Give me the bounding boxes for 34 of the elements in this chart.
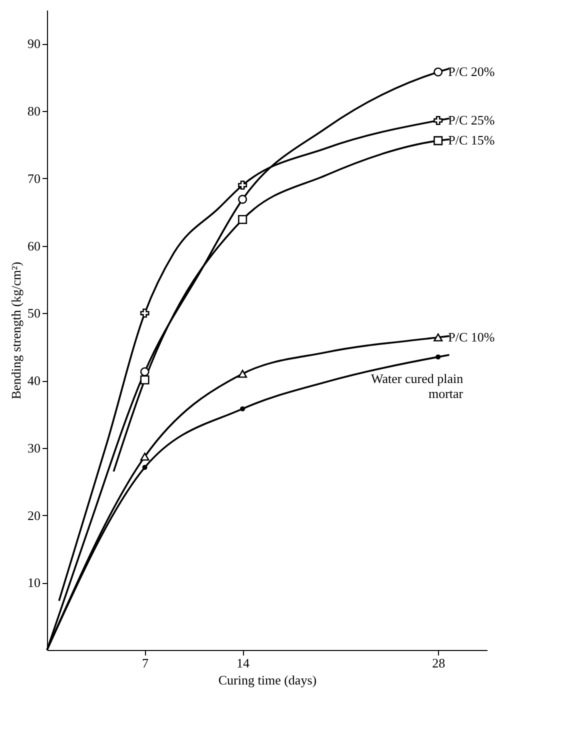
point (140, 452, 150, 461)
y-tick-label: 80 (28, 104, 40, 119)
x-tick-label: 7 (142, 656, 150, 670)
y-tick-label: 10 (28, 575, 40, 590)
x-axis-title: Curing time (days) (218, 672, 317, 688)
series-label: P/C 10% (448, 329, 495, 344)
y-tick-label: 50 (28, 306, 40, 321)
point (238, 180, 248, 190)
point (434, 136, 443, 146)
series-label: P/C 15% (448, 132, 495, 148)
point (140, 367, 150, 376)
x-tick-label: 14 (236, 656, 250, 670)
point (238, 214, 248, 224)
text: Water cured plain mortar (371, 370, 464, 401)
point (140, 308, 150, 318)
y-tick-label: 70 (28, 170, 40, 186)
point (142, 464, 148, 470)
point (238, 194, 248, 204)
point (238, 370, 248, 378)
y-axis-title: Bending strength (kg/cm²) (8, 262, 24, 400)
point (140, 375, 150, 384)
point (436, 354, 441, 360)
y-tick-label: 60 (28, 238, 40, 254)
x-tick-label: 28 (432, 656, 446, 670)
y-tick-label: 40 (28, 373, 40, 388)
point (434, 333, 443, 342)
point (434, 67, 443, 76)
series-label: P/C 20% (448, 64, 495, 79)
y-tick-label: 30 (28, 440, 40, 456)
y-tick-label: 90 (28, 36, 40, 52)
series-label: P/C 25% (448, 112, 495, 128)
y-tick-label: 20 (28, 508, 40, 523)
point (240, 406, 246, 412)
point (434, 116, 443, 126)
